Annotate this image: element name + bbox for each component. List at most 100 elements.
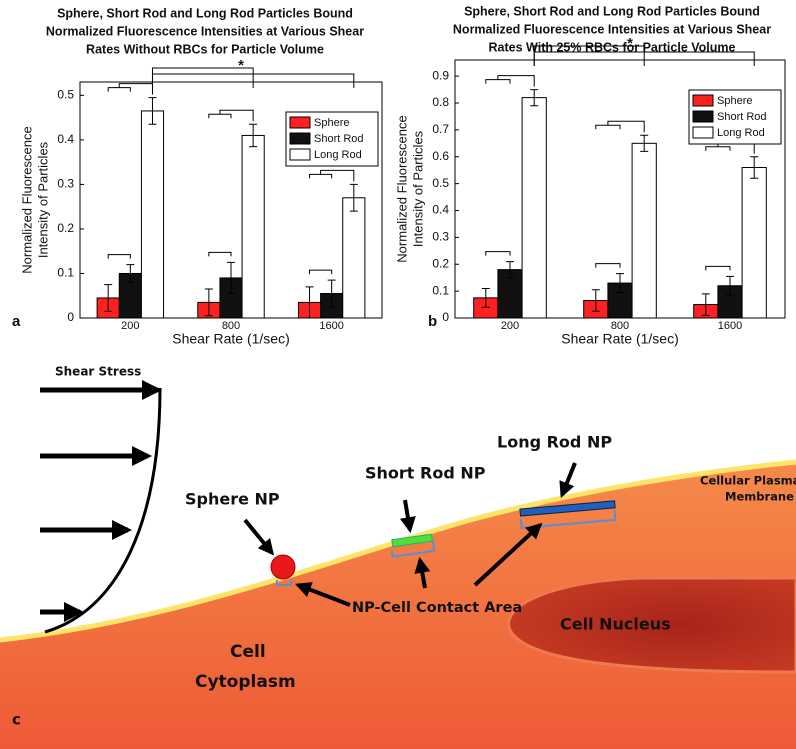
cytoplasm-label: Cytoplasm [195, 672, 296, 692]
y-tick-label: 0.2 [57, 221, 74, 235]
cytoplasm [0, 462, 796, 749]
y-tick-label: 0 [442, 310, 449, 324]
short-rod-np [391, 533, 433, 548]
chart-title: Rates Without RBCs for Particle Volume [86, 42, 324, 56]
error-bar [481, 287, 490, 308]
y-axis-label: Intensity of Particles [35, 141, 50, 258]
y-tick-label: 0.4 [57, 132, 74, 146]
error-bar [349, 183, 358, 212]
x-axis-label: Shear Rate (1/sec) [561, 331, 679, 347]
nucleus [507, 576, 796, 674]
error-bar [530, 89, 539, 107]
contact-label: NP-Cell Contact Area [352, 600, 522, 616]
legend-swatch [289, 116, 311, 129]
x-tick-label: 200 [501, 320, 519, 332]
y-axis-label: Normalized Fluorescence [394, 115, 409, 262]
annotation: * [238, 57, 244, 74]
chart-title: Sphere, Short Rod and Long Rod Particles… [464, 4, 760, 18]
pointer-arrows [243, 462, 577, 607]
error-bar [701, 293, 710, 316]
bar [631, 142, 657, 319]
legend-label: Sphere [717, 95, 752, 107]
contact-bracket [276, 580, 292, 586]
error-bar [616, 273, 624, 293]
legend-swatch [289, 148, 311, 161]
legend-label: Short Rod [314, 133, 364, 145]
y-tick-label: 0.5 [432, 176, 449, 190]
significance-bracket [309, 173, 333, 179]
y-tick-label: 0.1 [57, 266, 74, 280]
significance-bracket [607, 120, 645, 133]
legend-label: Short Rod [717, 111, 767, 123]
contact-bracket [519, 509, 617, 530]
legend-label: Sphere [314, 117, 349, 129]
panel-label: a [12, 313, 21, 330]
error-bar [726, 275, 734, 296]
y-tick-label: 0.1 [432, 283, 449, 297]
chart-title: Normalized Fluorescence Intensities at V… [453, 22, 771, 36]
significance-bracket [309, 269, 333, 275]
x-tick-label: 1600 [718, 320, 742, 332]
error-bar [640, 134, 649, 152]
short-rod-label: Short Rod NP [365, 464, 486, 483]
y-tick-label: 0.6 [432, 149, 449, 163]
significance-bracket [219, 109, 254, 122]
cytoplasm-label: Cell [230, 642, 266, 662]
membrane-label: Membrane [725, 490, 794, 504]
y-tick-label: 0 [67, 310, 74, 324]
x-tick-label: 800 [611, 320, 629, 332]
y-tick-label: 0.9 [432, 68, 449, 82]
legend-swatch [692, 126, 714, 139]
contact-bracket [390, 540, 436, 558]
chart-title: Sphere, Short Rod and Long Rod Particles… [57, 6, 353, 20]
significance-bracket [595, 263, 621, 268]
significance-bracket [485, 251, 511, 256]
significance-bracket [533, 51, 755, 66]
velocity-profile [44, 387, 162, 634]
legend-swatch [692, 94, 714, 107]
error-bar [249, 123, 258, 148]
significance-bracket [107, 254, 131, 259]
legend-swatch [289, 132, 311, 145]
significance-bracket [705, 265, 731, 271]
diagram: Shear Stress Sphere NP Short Rod NP Long… [0, 365, 796, 749]
significance-bracket [208, 251, 232, 257]
x-tick-label: 1600 [319, 320, 343, 332]
error-bar [305, 286, 314, 319]
error-bar [327, 279, 336, 308]
bar [241, 134, 265, 319]
panel-label: c [12, 711, 21, 729]
y-tick-label: 0.7 [432, 122, 449, 136]
legend-label: Long Rod [314, 149, 362, 161]
bar [342, 197, 366, 319]
nucleus-label: Cell Nucleus [560, 615, 671, 634]
legend-swatch [692, 110, 714, 123]
membrane [0, 459, 796, 643]
significance-bracket [118, 83, 153, 95]
panel-label: b [428, 313, 437, 330]
error-bar [591, 289, 600, 312]
shear-arrows [40, 380, 162, 622]
error-bar [126, 264, 135, 283]
bar [521, 97, 547, 319]
y-tick-label: 0.8 [432, 95, 449, 109]
membrane-label: Cellular Plasma [700, 474, 796, 488]
long-rod-label: Long Rod NP [497, 433, 612, 452]
significance-bracket [151, 73, 355, 88]
significance-bracket [320, 169, 355, 182]
y-tick-label: 0.5 [57, 88, 74, 102]
bar [140, 110, 165, 319]
x-tick-label: 200 [121, 320, 139, 332]
error-bar [204, 288, 213, 317]
significance-bracket [497, 75, 535, 87]
y-tick-label: 0.3 [57, 177, 74, 191]
legend-label: Long Rod [717, 127, 765, 139]
x-axis-label: Shear Rate (1/sec) [172, 331, 290, 347]
chart-title: Rates With 25% RBCs for Particle Volume [489, 40, 736, 54]
y-axis-label: Normalized Fluorescence [19, 126, 34, 273]
error-bar [227, 261, 235, 295]
significance-bracket [705, 146, 731, 151]
significance-bracket [485, 79, 511, 84]
error-bar [104, 284, 113, 312]
